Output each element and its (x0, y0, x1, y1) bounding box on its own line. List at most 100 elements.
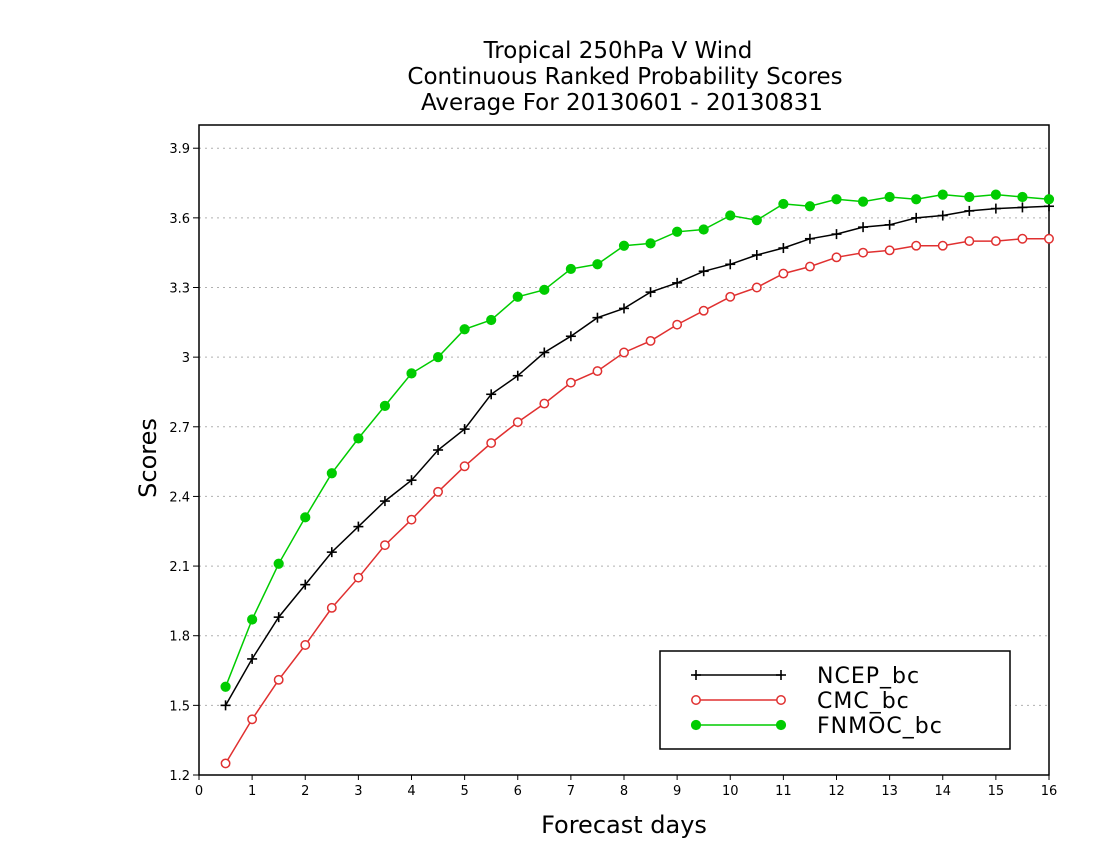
data-point-cmc-bc (937, 240, 948, 251)
data-point-fnmoc-bc (884, 191, 895, 203)
legend-entry-cmc-bc: CMC_bc (691, 689, 910, 714)
legend-label-cmc-bc: CMC_bc (817, 689, 910, 714)
data-point-ncep-bc (326, 547, 337, 558)
legend-marker-ncep-bc (691, 670, 701, 680)
data-point-fnmoc-bc (247, 614, 258, 625)
legend-marker-fnmoc-bc (690, 719, 702, 731)
data-point-cmc-bc (326, 602, 337, 613)
x-tick-label: 7 (567, 784, 575, 799)
data-point-cmc-bc (672, 319, 683, 330)
y-tick-label: 3 (182, 351, 190, 366)
data-point-ncep-bc (592, 312, 603, 323)
data-point-fnmoc-bc (831, 194, 842, 205)
data-point-cmc-bc (884, 245, 895, 256)
chart-title-line-1: Tropical 250hPa V Wind (483, 38, 753, 64)
data-point-cmc-bc (353, 572, 364, 583)
data-point-cmc-bc (486, 438, 497, 448)
data-point-cmc-bc (539, 398, 550, 409)
data-point-cmc-bc (1044, 233, 1054, 244)
data-point-ncep-bc (884, 219, 895, 230)
data-point-cmc-bc (512, 417, 523, 428)
series-line-fnmoc-bc (224, 193, 1050, 688)
data-point-fnmoc-bc (432, 352, 444, 363)
y-tick-label: 1.8 (169, 630, 190, 645)
data-point-ncep-bc (858, 222, 869, 233)
y-axis-label: Scores (134, 418, 162, 498)
x-tick-label: 5 (460, 784, 468, 799)
data-point-cmc-bc (698, 305, 709, 316)
data-point-ncep-bc (406, 475, 417, 486)
data-point-cmc-bc (459, 461, 470, 472)
data-point-ncep-bc (831, 229, 842, 240)
x-tick-label: 2 (301, 784, 309, 799)
data-point-ncep-bc (565, 331, 576, 342)
data-point-ncep-bc (990, 203, 1001, 214)
data-point-ncep-bc (379, 496, 390, 507)
data-point-cmc-bc (911, 240, 922, 251)
data-point-cmc-bc (645, 335, 656, 346)
y-tick-label: 2.7 (169, 421, 190, 436)
data-point-fnmoc-bc (406, 368, 417, 379)
data-point-fnmoc-bc (539, 284, 550, 295)
data-point-fnmoc-bc (486, 314, 497, 326)
data-point-fnmoc-bc (353, 433, 364, 444)
data-point-fnmoc-bc (379, 400, 391, 411)
data-point-cmc-bc (751, 282, 762, 293)
data-point-ncep-bc (300, 579, 311, 590)
data-point-fnmoc-bc (300, 512, 311, 523)
data-point-ncep-bc (433, 445, 444, 455)
data-point-fnmoc-bc (645, 238, 656, 249)
data-point-ncep-bc (672, 277, 683, 288)
x-tick-label: 13 (881, 784, 898, 799)
legend-marker-fnmoc-bc (775, 719, 787, 731)
data-point-fnmoc-bc (778, 198, 789, 210)
data-point-ncep-bc (273, 612, 284, 623)
x-tick-label: 15 (988, 784, 1005, 799)
data-point-cmc-bc (990, 236, 1001, 247)
axis-ticks: 1.21.51.82.12.42.733.33.63.90 1 2 3 4 5 6 7 8 9 10… (169, 142, 1057, 799)
data-point-fnmoc-bc (751, 215, 762, 226)
grid-lines (199, 147, 1049, 706)
data-point-fnmoc-bc (911, 194, 922, 205)
data-point-ncep-bc (698, 266, 709, 277)
x-tick-label: 16 (1041, 784, 1058, 799)
data-point-cmc-bc (619, 347, 629, 358)
data-point-ncep-bc (937, 210, 948, 221)
data-point-fnmoc-bc (937, 189, 948, 200)
chart-title-line-3: Average For 20130601 - 20130831 (421, 90, 823, 116)
data-point-cmc-bc (220, 758, 231, 769)
y-tick-label: 1.5 (169, 699, 190, 714)
legend-marker-ncep-bc (776, 670, 786, 680)
chart-title-line-2: Continuous Ranked Probability Scores (407, 64, 842, 90)
data-point-cmc-bc (247, 714, 258, 725)
data-point-fnmoc-bc (565, 263, 576, 275)
data-point-fnmoc-bc (725, 210, 736, 221)
data-point-ncep-bc (539, 347, 550, 358)
data-point-ncep-bc (911, 212, 922, 223)
series-line-ncep-bc (224, 205, 1050, 706)
data-point-fnmoc-bc (990, 189, 1001, 200)
data-point-cmc-bc (725, 291, 736, 302)
data-point-fnmoc-bc (804, 201, 816, 212)
data-point-fnmoc-bc (459, 324, 470, 335)
data-point-ncep-bc (751, 250, 762, 260)
data-point-cmc-bc (592, 366, 603, 377)
x-tick-label: 1 (248, 784, 256, 799)
x-tick-label: 9 (673, 784, 681, 799)
x-tick-label: 8 (620, 784, 628, 799)
data-point-cmc-bc (778, 268, 789, 279)
legend-entry-ncep-bc: NCEP_bc (691, 664, 919, 689)
x-tick-label: 3 (354, 784, 362, 799)
data-point-fnmoc-bc (1043, 194, 1055, 205)
data-point-cmc-bc (831, 252, 842, 263)
data-point-ncep-bc (725, 259, 736, 270)
data-point-fnmoc-bc (618, 240, 630, 251)
y-tick-label: 3.6 (169, 212, 190, 227)
data-point-ncep-bc (486, 389, 497, 400)
data-point-ncep-bc (619, 303, 629, 314)
x-tick-label: 4 (407, 784, 415, 799)
data-point-cmc-bc (858, 247, 869, 258)
data-point-cmc-bc (300, 640, 311, 650)
